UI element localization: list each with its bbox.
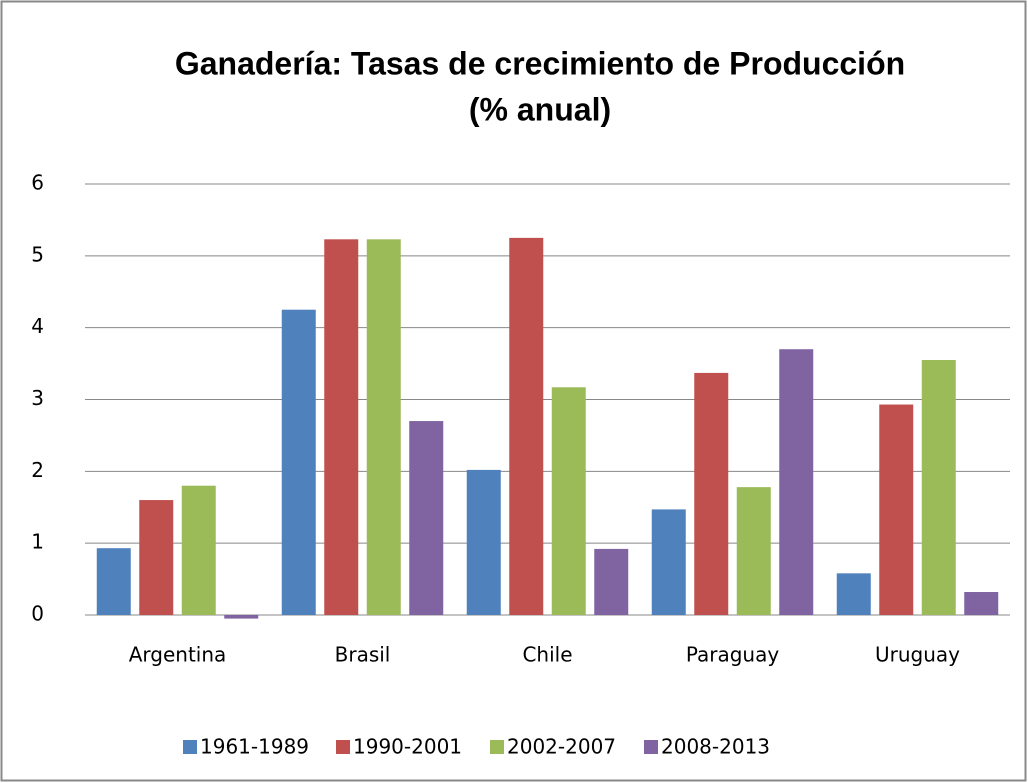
bar [281,309,316,615]
bar [779,349,814,615]
legend-label: 1961-1989 [200,735,309,759]
bar [139,500,174,615]
bar [651,509,686,615]
y-tick-label: 4 [31,314,44,338]
bar [509,237,544,615]
x-tick-label: Argentina [129,643,227,667]
x-tick-label: Paraguay [686,643,780,667]
legend-label: 2008-2013 [661,735,770,759]
legend-swatch [490,740,504,754]
y-tick-label: 5 [31,242,44,266]
bar [224,615,259,619]
bar [964,592,999,615]
x-tick-label: Chile [522,643,572,667]
bar [836,573,871,615]
chart-title: Ganadería: Tasas de crecimiento de Produ… [175,45,905,81]
bar [409,421,444,615]
y-tick-label: 6 [31,171,44,195]
y-tick-label: 2 [31,458,44,482]
bar [594,548,629,615]
legend-label: 2002-2007 [507,735,616,759]
y-tick-label: 0 [31,602,44,626]
x-tick-label: Uruguay [875,643,960,667]
x-tick-label: Brasil [335,643,391,667]
legend-swatch [644,740,658,754]
bar [181,485,216,615]
bar [694,372,729,615]
bar [466,469,501,615]
legend-swatch [336,740,350,754]
chart-subtitle: (% anual) [469,91,611,127]
bar [921,359,956,615]
bar [736,487,771,615]
bar [324,239,359,616]
legend-swatch [183,740,197,754]
bar [551,387,586,615]
bar [96,548,131,615]
legend-label: 1990-2001 [353,735,462,759]
bar [366,239,401,616]
y-tick-label: 3 [31,386,44,410]
bar [879,404,914,615]
y-tick-label: 1 [31,530,44,554]
